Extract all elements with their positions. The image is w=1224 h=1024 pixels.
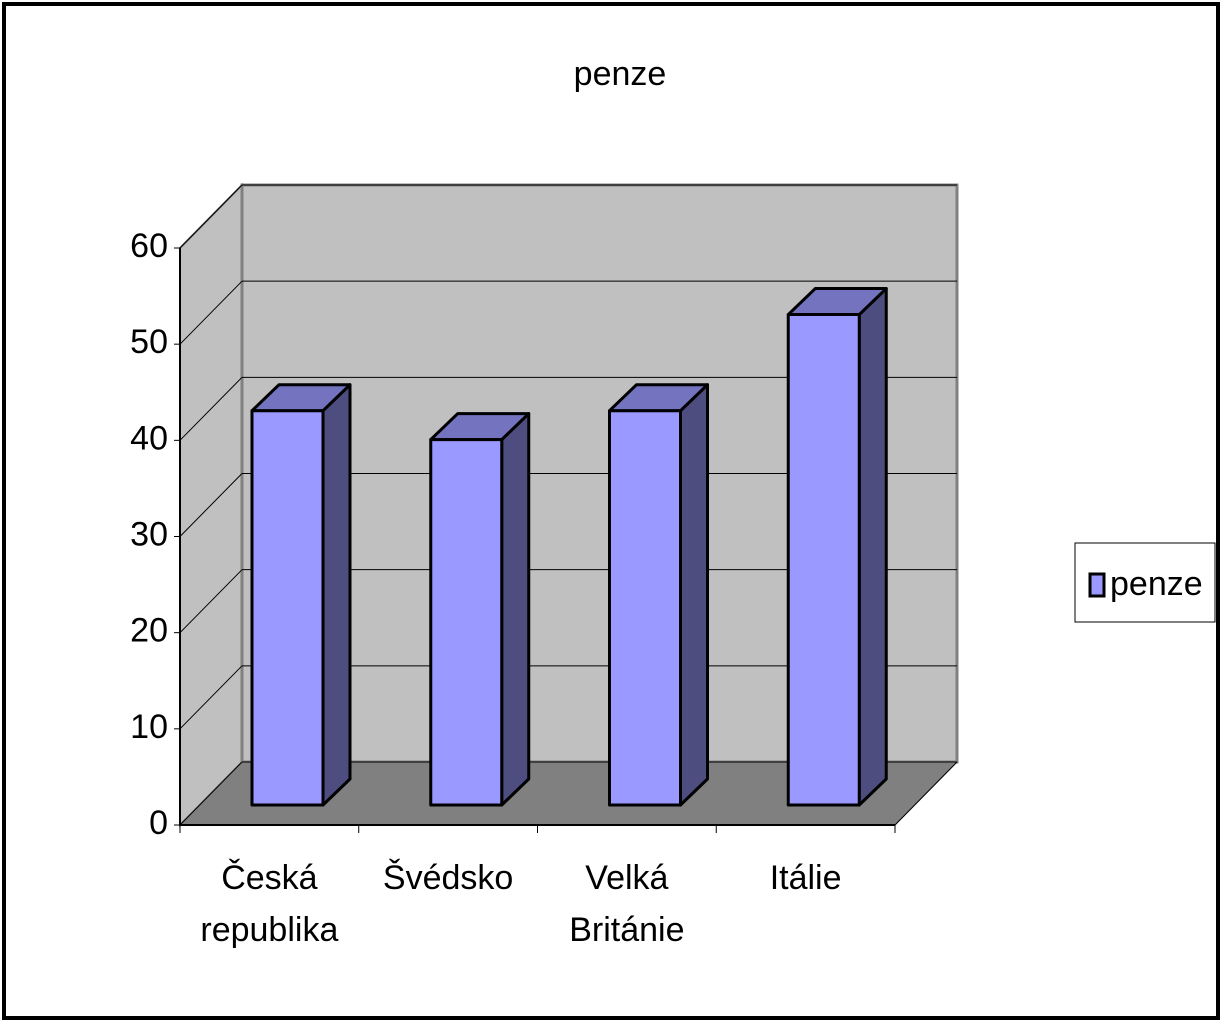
y-tick-label: 30 — [130, 515, 168, 553]
x-tick-label: Velká Británie — [569, 859, 685, 949]
bar — [608, 383, 709, 807]
chart-title: penze — [574, 55, 667, 93]
x-tick-label: Česká republika — [200, 859, 339, 949]
x-tick-label: Švédsko — [382, 859, 514, 897]
grid-line-side — [179, 473, 243, 537]
legend-swatch — [1088, 572, 1106, 598]
bar-front — [608, 409, 682, 807]
y-tick-label: 10 — [130, 708, 168, 746]
grid-line-side — [179, 280, 243, 345]
bar-front — [429, 438, 504, 807]
legend: penze — [1074, 542, 1216, 623]
y-tick-label: 50 — [130, 323, 168, 361]
bar-side — [321, 383, 352, 807]
floor-edge — [894, 761, 958, 826]
grid-line-side — [179, 761, 243, 826]
y-tick-label: 20 — [130, 612, 168, 650]
grid-line — [179, 184, 957, 249]
bar-front — [786, 313, 861, 807]
y-tick-label: 60 — [130, 227, 168, 265]
grid-line — [179, 280, 957, 345]
grid-line-side — [179, 376, 243, 441]
bar-side — [500, 412, 531, 807]
bar — [250, 383, 352, 807]
bar-side — [679, 383, 709, 807]
grid-line-side — [179, 184, 243, 249]
bar-side — [857, 287, 888, 807]
legend-label: penze — [1110, 565, 1203, 603]
bar — [429, 412, 531, 807]
x-tick-label: Itálie — [769, 859, 842, 897]
y-tick-label: 40 — [130, 419, 168, 457]
bar — [786, 287, 888, 807]
grid-line-side — [179, 569, 243, 634]
bar-front — [250, 409, 325, 807]
grid-line-side — [179, 665, 243, 730]
y-tick-label: 0 — [149, 804, 168, 842]
